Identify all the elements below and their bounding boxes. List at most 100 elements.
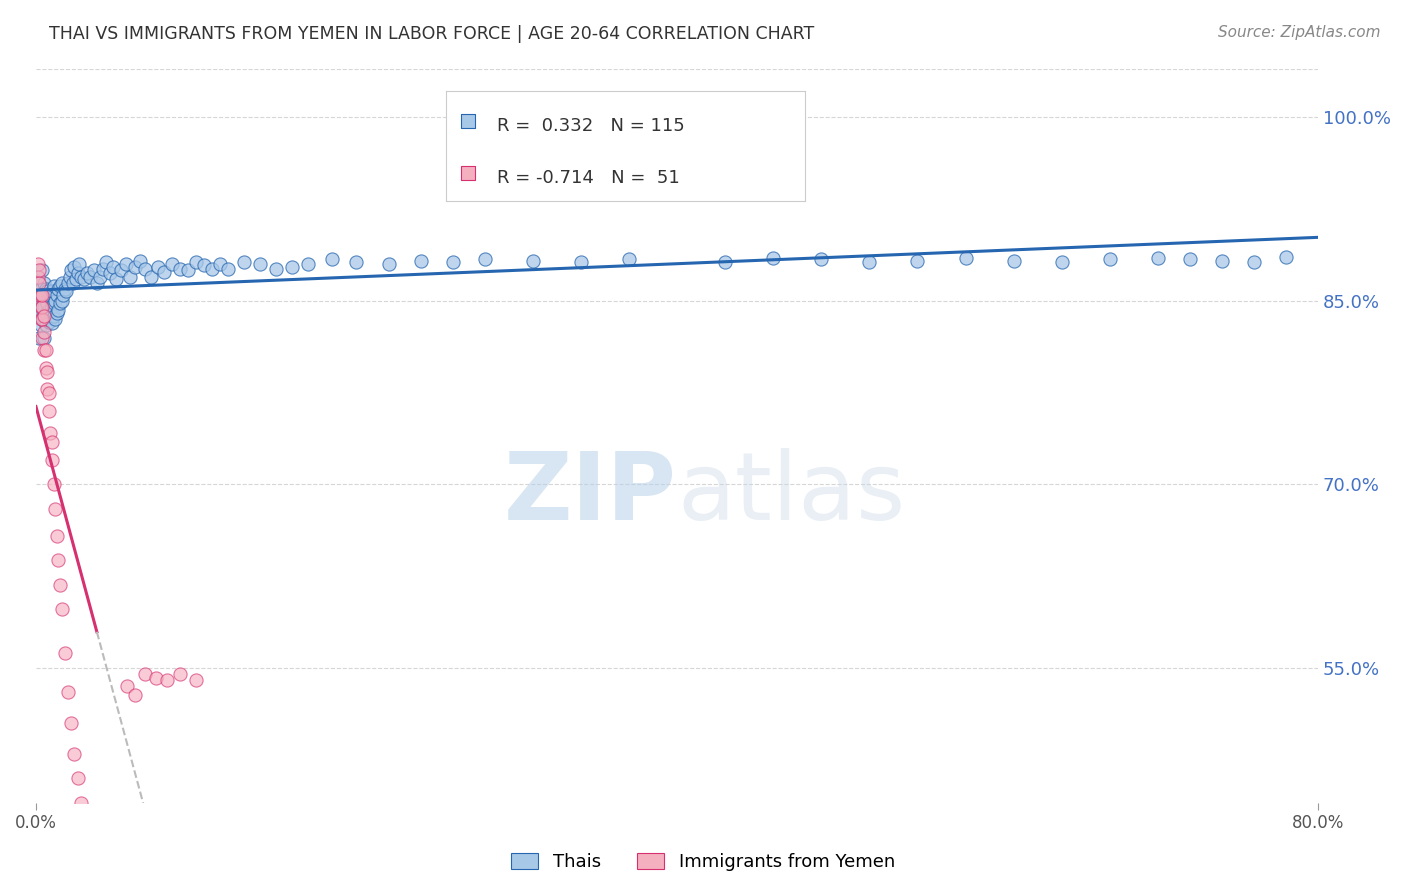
Point [134, 667, 156, 681]
Point [45, 529, 67, 543]
Point [297, 257, 319, 271]
Point [666, 161, 689, 176]
Point [38, 404, 60, 418]
Point [569, 255, 592, 269]
Point [39, 426, 62, 441]
Point [38, 315, 60, 329]
Point [76, 266, 98, 280]
Point [80, 863, 103, 877]
Point [1275, 250, 1298, 264]
Point [120, 269, 142, 284]
Point [28, 263, 51, 277]
Point [281, 260, 304, 274]
Point [96, 255, 118, 269]
Point [209, 257, 232, 271]
Point [42, 309, 65, 323]
Point [39, 288, 62, 302]
Text: Source: ZipAtlas.com: Source: ZipAtlas.com [1218, 25, 1381, 40]
Point [44, 502, 66, 516]
Point [32, 276, 55, 290]
Point [30, 306, 52, 320]
Point [377, 257, 399, 271]
Legend: Thais, Immigrants from Yemen: Thais, Immigrants from Yemen [503, 846, 903, 879]
Point [145, 671, 167, 685]
Point [34, 293, 56, 308]
Point [66, 771, 89, 785]
Point [65, 272, 87, 286]
Point [30, 282, 52, 296]
Point [217, 262, 239, 277]
Point [1243, 255, 1265, 269]
Point [60, 716, 83, 731]
Point [73, 272, 96, 286]
Point [45, 288, 67, 302]
Point [48, 282, 70, 296]
Point [34, 343, 56, 357]
Point [53, 646, 76, 660]
Point [186, 673, 208, 688]
Point [160, 257, 183, 271]
Point [617, 252, 640, 267]
Point [955, 251, 977, 265]
Point [124, 688, 146, 702]
Point [79, 269, 101, 284]
Point [41, 434, 63, 449]
Point [409, 253, 432, 268]
Point [48, 302, 70, 317]
Point [51, 276, 73, 290]
Point [69, 796, 91, 810]
Point [177, 263, 200, 277]
Point [474, 252, 496, 267]
Point [249, 257, 271, 271]
Point [63, 747, 86, 761]
Point [86, 276, 108, 290]
Point [28, 300, 51, 314]
Point [86, 884, 108, 892]
Point [30, 312, 52, 326]
Point [51, 293, 73, 308]
Point [37, 284, 59, 298]
Point [346, 255, 368, 269]
Point [58, 269, 80, 284]
Point [441, 255, 464, 269]
Point [49, 296, 72, 310]
Point [48, 553, 70, 567]
Point [89, 269, 111, 284]
Point [41, 316, 63, 330]
Point [28, 288, 51, 302]
Point [32, 300, 55, 314]
Point [32, 288, 55, 302]
Point [30, 293, 52, 308]
Point [101, 260, 124, 274]
Point [810, 252, 832, 267]
Point [146, 260, 169, 274]
Point [83, 263, 105, 277]
Point [134, 262, 156, 277]
Point [49, 279, 72, 293]
Point [31, 300, 53, 314]
Point [76, 838, 98, 853]
Point [201, 262, 224, 277]
Point [858, 255, 880, 269]
Point [42, 477, 65, 491]
Point [105, 272, 128, 286]
Point [31, 288, 53, 302]
Point [51, 602, 73, 616]
Point [321, 252, 343, 267]
Point [53, 282, 76, 296]
Point [34, 306, 56, 320]
Point [66, 266, 89, 280]
Point [907, 253, 929, 268]
Point [169, 262, 191, 277]
Point [52, 288, 75, 302]
Point [31, 300, 53, 314]
Point [44, 312, 66, 326]
Point [32, 343, 55, 357]
Point [1050, 255, 1073, 269]
Point [30, 288, 52, 302]
Point [1147, 251, 1170, 265]
Point [31, 288, 53, 302]
Point [34, 361, 56, 376]
Point [60, 263, 83, 277]
Point [156, 673, 179, 688]
